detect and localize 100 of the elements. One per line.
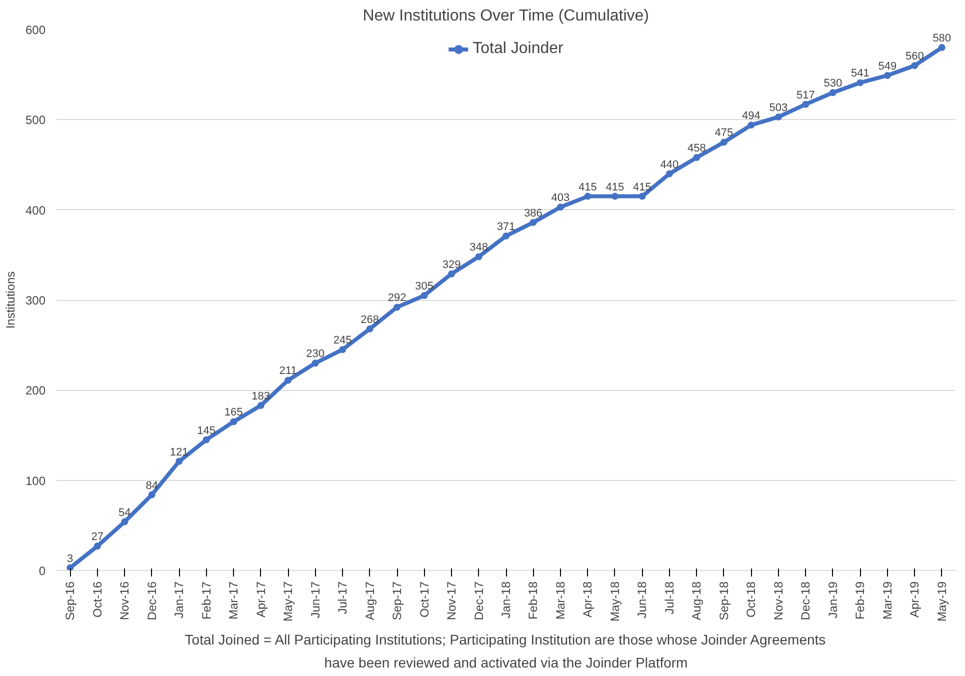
point	[884, 72, 891, 79]
point	[230, 418, 238, 426]
x-tick-label: Feb-17	[199, 581, 214, 620]
x-tick-label: Sep-17	[390, 581, 404, 620]
x-tick-label: Apr-18	[580, 581, 595, 618]
data-label: 121	[170, 446, 188, 458]
point	[176, 458, 183, 465]
data-label: 292	[388, 292, 406, 304]
y-tick-label: 400	[25, 203, 46, 218]
data-label: 580	[932, 32, 952, 45]
data-label: 415	[633, 181, 652, 194]
x-tick-label: Nov-16	[118, 581, 132, 620]
point	[312, 360, 319, 367]
point	[448, 270, 456, 278]
x-tick-label: Jul-18	[662, 581, 676, 614]
data-label: 245	[333, 334, 352, 347]
point	[420, 292, 428, 299]
point	[938, 44, 946, 52]
x-tick-label: Nov-17	[444, 581, 459, 620]
x-tick-label: Dec-17	[472, 581, 486, 620]
x-tick-label: Nov-18	[771, 581, 786, 620]
x-tick-label: May-17	[281, 581, 296, 622]
point	[911, 62, 918, 70]
data-label: 230	[306, 348, 324, 360]
text: have been reviewed and activated via the Joinder Platform	[324, 654, 688, 670]
chart-title: New Institutions Over Time (Cumulative)	[362, 8, 650, 24]
data-label: 403	[551, 192, 570, 204]
y-tick-label: 0	[38, 564, 46, 578]
data-label: 517	[796, 89, 815, 102]
data-label: 305	[415, 280, 434, 292]
point	[802, 100, 810, 108]
point	[748, 122, 755, 129]
legend-label: Total Joinder	[472, 40, 564, 58]
point	[666, 170, 673, 178]
data-label: 415	[606, 181, 624, 194]
data-label: 440	[660, 158, 679, 171]
y-tick-label: 300	[25, 294, 46, 308]
data-label: 494	[742, 110, 760, 122]
x-tick-label: Apr-19	[908, 581, 922, 618]
x-tick-label: Oct-18	[744, 581, 758, 618]
point	[366, 325, 374, 332]
x-tick-label: Mar-18	[553, 581, 568, 620]
data-label: 386	[524, 207, 542, 220]
y-tick-label: 200	[25, 384, 46, 398]
x-tick-label: Oct-16	[90, 581, 104, 618]
point	[502, 232, 510, 240]
point	[202, 436, 210, 444]
x-tick-label: Oct-17	[417, 581, 432, 618]
x-tick-label: Jul-17	[336, 581, 350, 614]
x-tick-label: Jun-17	[308, 581, 322, 618]
data-label: 54	[118, 506, 131, 519]
data-label: 3	[67, 552, 74, 565]
y-tick-label: 500	[25, 113, 46, 128]
point	[720, 138, 728, 146]
data-label: 165	[224, 406, 243, 419]
data-label: 27	[91, 531, 104, 544]
x-tick-label: Aug-18	[690, 581, 704, 620]
y-axis-title: Institutions	[3, 271, 18, 329]
x-tick-label: May-19	[934, 581, 949, 622]
data-label: 329	[442, 258, 461, 271]
data-label: 549	[878, 60, 897, 72]
data-label: 183	[252, 390, 270, 402]
x-tick-label: Dec-18	[798, 581, 813, 620]
y-tick-label: 100	[25, 474, 46, 488]
data-label: 503	[769, 102, 788, 114]
point	[94, 542, 101, 550]
point	[475, 253, 482, 260]
point	[257, 402, 264, 409]
x-tick-label: Feb-19	[853, 581, 868, 620]
data-label: 560	[905, 50, 924, 63]
x-tick-label: Sep-18	[716, 581, 731, 620]
x-tick-label: Jan-19	[826, 581, 840, 618]
point	[394, 304, 401, 311]
data-label: 475	[714, 127, 734, 140]
point	[693, 154, 700, 162]
x-tick-label: Jan-17	[172, 581, 186, 618]
data-label: 458	[688, 142, 706, 155]
point	[121, 518, 128, 526]
point	[556, 204, 564, 211]
point	[66, 564, 74, 570]
x-tick-label: Mar-19	[880, 581, 894, 620]
point	[339, 346, 346, 354]
x-tick-label: Jun-18	[635, 581, 650, 618]
data-label: 84	[146, 480, 158, 492]
point	[530, 218, 537, 226]
y-tick-label: 600	[25, 23, 46, 37]
point	[611, 192, 618, 200]
point	[148, 491, 156, 498]
point	[638, 192, 646, 200]
x-tick-label: Jan-18	[499, 581, 513, 618]
data-label: 371	[496, 220, 516, 233]
x-tick-label: Apr-17	[254, 581, 268, 618]
text: Total Joined = All Participating Institutions; Participating Institution are those whose Joinder Agreements	[184, 632, 826, 648]
data-label: 211	[279, 365, 297, 378]
point	[284, 376, 292, 384]
point	[829, 89, 836, 96]
data-label: 530	[824, 78, 842, 90]
point	[584, 192, 592, 200]
point	[774, 113, 782, 120]
x-tick-label: Dec-16	[144, 581, 159, 620]
